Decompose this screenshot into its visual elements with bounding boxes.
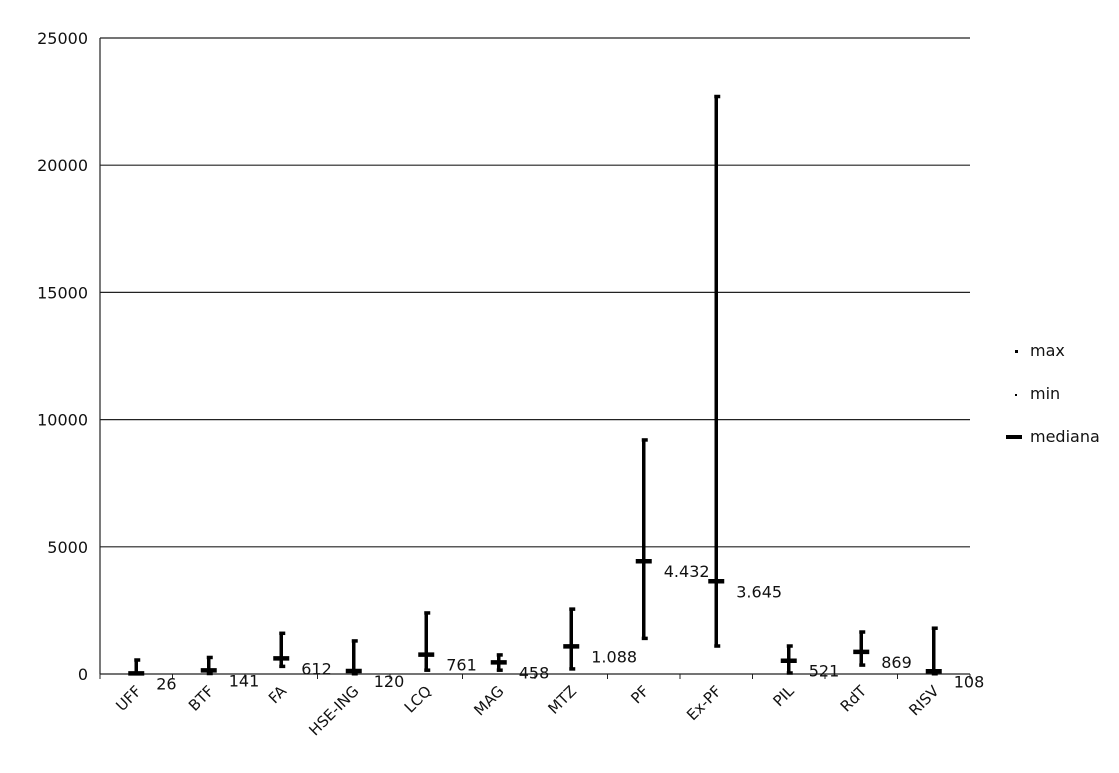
legend-min-symbol [1015, 394, 1017, 396]
range-marks [128, 94, 942, 676]
median-data-label: 141 [229, 671, 260, 690]
legend: max min mediana [1006, 341, 1100, 446]
x-tick-label: UFF [112, 682, 145, 715]
y-tick-label: 10000 [37, 411, 88, 430]
y-tick-label: 0 [78, 665, 88, 684]
legend-label: max [1030, 341, 1065, 360]
gridlines [100, 37, 970, 548]
x-tick-label: MTZ [544, 682, 580, 718]
data-labels: 26 141 612 120 761 458 1.088 4.432 3.645 521 869 10… [156, 562, 984, 693]
median-data-label: 521 [809, 662, 840, 681]
legend-median-symbol [1006, 435, 1022, 439]
median-data-label: 1.088 [591, 647, 637, 666]
x-tick-label: HSE-ING [305, 682, 362, 739]
legend-label: min [1030, 384, 1060, 403]
x-tick-label: RdT [837, 682, 871, 716]
y-tick-label: 5000 [47, 538, 88, 557]
x-tick-label: MAG [470, 682, 507, 719]
legend-max-symbol [1015, 350, 1018, 353]
legend-label: mediana [1030, 427, 1100, 446]
x-tick-label: FA [265, 682, 291, 708]
x-tick-label: LCQ [401, 682, 435, 716]
x-tick-label: BTF [185, 682, 218, 715]
median-data-label: 120 [374, 672, 405, 691]
median-data-label: 3.645 [736, 582, 782, 601]
y-tick-label: 20000 [37, 156, 88, 175]
median-data-label: 869 [881, 653, 912, 672]
median-data-label: 612 [301, 659, 332, 678]
median-data-label: 761 [446, 656, 477, 675]
y-tick-label: 25000 [37, 29, 88, 48]
y-tick-label: 15000 [37, 283, 88, 302]
median-data-label: 458 [519, 663, 550, 682]
median-data-label: 26 [156, 674, 176, 693]
x-tick-label: PIL [769, 682, 798, 711]
x-tick-label: PF [627, 682, 652, 707]
x-tick-label: Ex-PF [683, 682, 725, 724]
median-data-label: 4.432 [664, 562, 710, 581]
x-tick-label: RISV [905, 682, 943, 720]
median-data-label: 108 [954, 672, 985, 691]
y-axis: 0 5000 10000 15000 20000 25000 [37, 29, 101, 684]
